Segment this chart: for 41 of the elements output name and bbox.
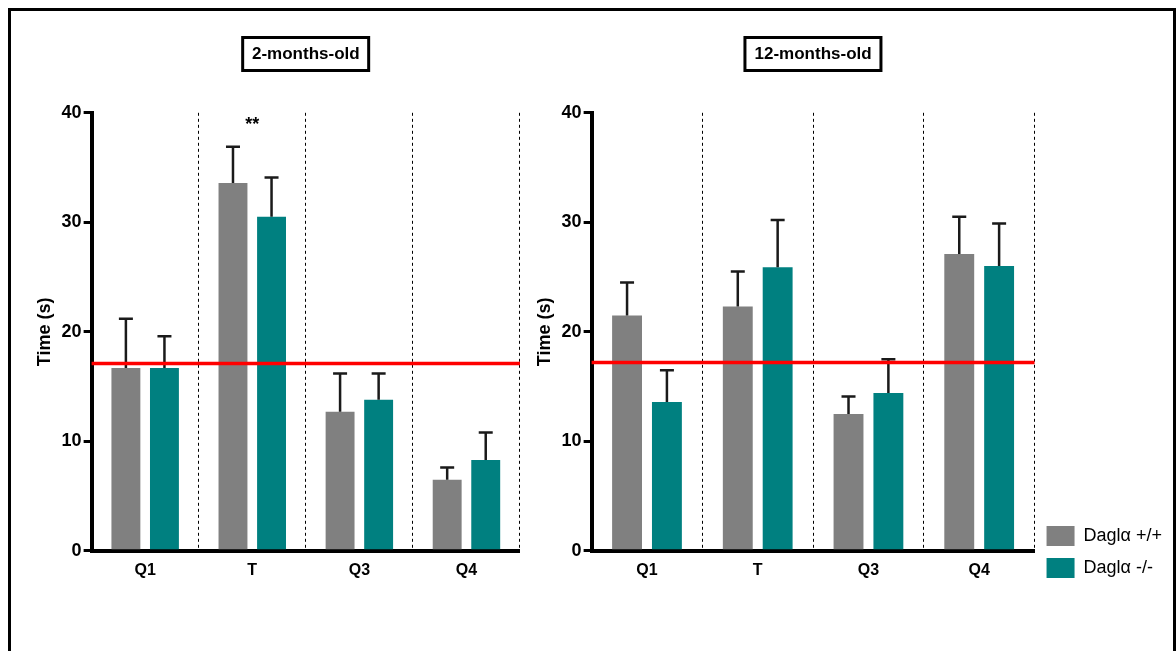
bar bbox=[944, 254, 975, 550]
y-tick-label: 40 bbox=[61, 101, 82, 122]
bar bbox=[873, 393, 904, 550]
x-tick-label: Q3 bbox=[348, 560, 371, 578]
bar bbox=[762, 267, 793, 550]
bar bbox=[651, 401, 682, 550]
legend-label: Daglα +/+ bbox=[1083, 524, 1162, 545]
bar bbox=[111, 367, 141, 550]
bar bbox=[471, 459, 501, 550]
y-tick-label: 10 bbox=[61, 430, 82, 451]
y-tick-label: 20 bbox=[561, 320, 582, 341]
y-tick-label: 30 bbox=[61, 211, 82, 232]
y-tick-label: 10 bbox=[561, 430, 582, 451]
bar bbox=[833, 413, 864, 550]
y-tick-label: 0 bbox=[571, 539, 582, 560]
y-axis-title: Time (s) bbox=[533, 297, 554, 367]
x-tick-label: T bbox=[247, 560, 258, 578]
legend-label: Daglα -/- bbox=[1083, 556, 1153, 577]
bar bbox=[149, 367, 179, 550]
y-tick-label: 0 bbox=[71, 539, 82, 560]
y-tick-label: 20 bbox=[61, 320, 82, 341]
chart-title: 12-months-old bbox=[743, 36, 883, 72]
bar bbox=[364, 399, 394, 550]
y-tick-label: 30 bbox=[561, 211, 582, 232]
annotation: ** bbox=[245, 113, 260, 134]
bar bbox=[257, 216, 286, 550]
chart-title: 2-months-old bbox=[240, 36, 371, 72]
y-tick-label: 40 bbox=[561, 101, 582, 122]
bar bbox=[722, 306, 753, 550]
bar bbox=[432, 479, 462, 550]
bar bbox=[218, 182, 248, 550]
x-tick-label: Q4 bbox=[455, 560, 478, 578]
x-tick-label: T bbox=[752, 560, 763, 578]
y-axis-title: Time (s) bbox=[33, 297, 54, 367]
x-tick-label: Q3 bbox=[857, 560, 880, 578]
x-tick-label: Q1 bbox=[636, 560, 658, 578]
bar bbox=[612, 315, 642, 550]
x-tick-label: Q1 bbox=[134, 560, 156, 578]
bar bbox=[325, 411, 355, 550]
bar bbox=[984, 266, 1015, 550]
x-tick-label: Q4 bbox=[968, 560, 990, 578]
